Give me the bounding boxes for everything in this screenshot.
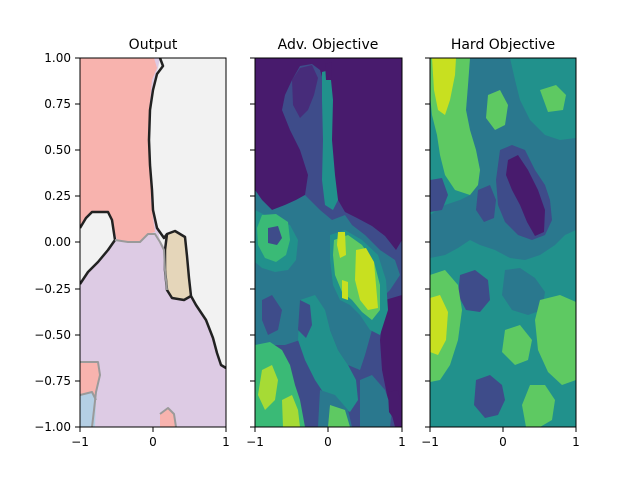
hard-objective-panel: Hard Objective xyxy=(421,37,580,449)
x-tick-label: −1 xyxy=(246,435,264,449)
hard-objective-title: Hard Objective xyxy=(451,37,555,53)
x-tick-label: 1 xyxy=(222,435,230,449)
red-class-region xyxy=(80,58,157,242)
contour-band-level-1 xyxy=(292,65,318,118)
x-tick-label: 0 xyxy=(324,435,332,449)
contour-band-level-2 xyxy=(268,226,282,245)
adv-x-axis: −1 0 1 xyxy=(246,427,406,449)
contour-band-level-6 xyxy=(342,280,348,300)
contour-band-level-0 xyxy=(325,62,332,80)
contour-band-level-4 xyxy=(298,295,358,412)
contour-band-level-3 xyxy=(360,375,392,427)
contour-band-level-0 xyxy=(388,390,402,422)
hard-y-ticks xyxy=(425,57,430,428)
contour-band-level-6 xyxy=(337,232,346,258)
adv-y-ticks xyxy=(250,57,255,428)
hard-x-axis: −1 0 1 xyxy=(421,427,580,449)
output-y-axis: 1.00 0.75 0.50 0.25 0.00 −0.25 −0.50 −0.… xyxy=(34,51,80,434)
contour-band-level-3 xyxy=(502,268,545,315)
contour-band-level-0 xyxy=(255,58,402,250)
contour-band-level-5 xyxy=(502,325,532,365)
contour-band-level-2 xyxy=(474,375,505,418)
white-class-region xyxy=(149,58,226,366)
contour-band-level-2 xyxy=(298,300,312,338)
tan-class-region xyxy=(165,231,191,300)
contour-band-level-2 xyxy=(262,295,282,335)
adv-plot-area xyxy=(255,58,402,427)
blue-class-region xyxy=(80,392,96,427)
boundary-gray-small xyxy=(159,407,177,427)
contour-band-level-6 xyxy=(430,295,448,355)
y-tick-label: 0.00 xyxy=(44,235,71,249)
output-title: Output xyxy=(129,37,178,53)
contour-band-level-2 xyxy=(458,270,490,312)
contour-band-level-5 xyxy=(535,295,576,385)
contour-band-level-0 xyxy=(506,155,545,236)
adv-objective-title: Adv. Objective xyxy=(278,37,379,53)
boundary-gray-upper xyxy=(114,233,168,291)
contour-band-level-2 xyxy=(476,185,496,222)
x-tick-label: 0 xyxy=(149,435,157,449)
x-tick-label: 0 xyxy=(499,435,507,449)
contour-band-level-5 xyxy=(540,85,566,112)
contour-band-level-5 xyxy=(522,385,555,427)
boundary-black-left xyxy=(80,210,117,285)
white-class-left-region xyxy=(80,212,115,284)
x-tick-label: 1 xyxy=(398,435,406,449)
boundary-gray-lower xyxy=(80,361,101,427)
contour-band-level-2 xyxy=(430,178,448,212)
contour-band-level-4 xyxy=(322,70,338,210)
y-tick-label: −0.50 xyxy=(34,328,71,342)
x-tick-label: −1 xyxy=(71,435,89,449)
contour-band-level-6 xyxy=(432,58,456,115)
output-x-axis: −1 0 1 xyxy=(71,427,230,449)
contour-band-level-6 xyxy=(258,365,278,410)
contour-band-level-6 xyxy=(282,395,300,427)
output-panel: Output 1.00 0.75 xyxy=(34,37,230,449)
y-tick-label: −0.25 xyxy=(34,282,71,296)
output-plot-area xyxy=(80,58,226,427)
y-tick-label: −0.75 xyxy=(34,374,71,388)
hard-plot-area xyxy=(430,58,576,427)
adv-objective-panel: Adv. Objective xyxy=(246,37,406,449)
x-tick-label: 1 xyxy=(572,435,580,449)
x-tick-label: −1 xyxy=(421,435,439,449)
contour-band-level-6 xyxy=(355,248,378,310)
contour-band-level-5 xyxy=(486,90,508,130)
y-tick-label: −1.00 xyxy=(34,420,71,434)
contour-band-level-5 xyxy=(328,405,350,427)
y-tick-label: 0.50 xyxy=(44,143,71,157)
y-tick-label: 1.00 xyxy=(44,51,71,65)
y-tick-label: 0.25 xyxy=(44,189,71,203)
boundary-gray-blue xyxy=(80,391,97,401)
y-tick-label: 0.75 xyxy=(44,97,71,111)
